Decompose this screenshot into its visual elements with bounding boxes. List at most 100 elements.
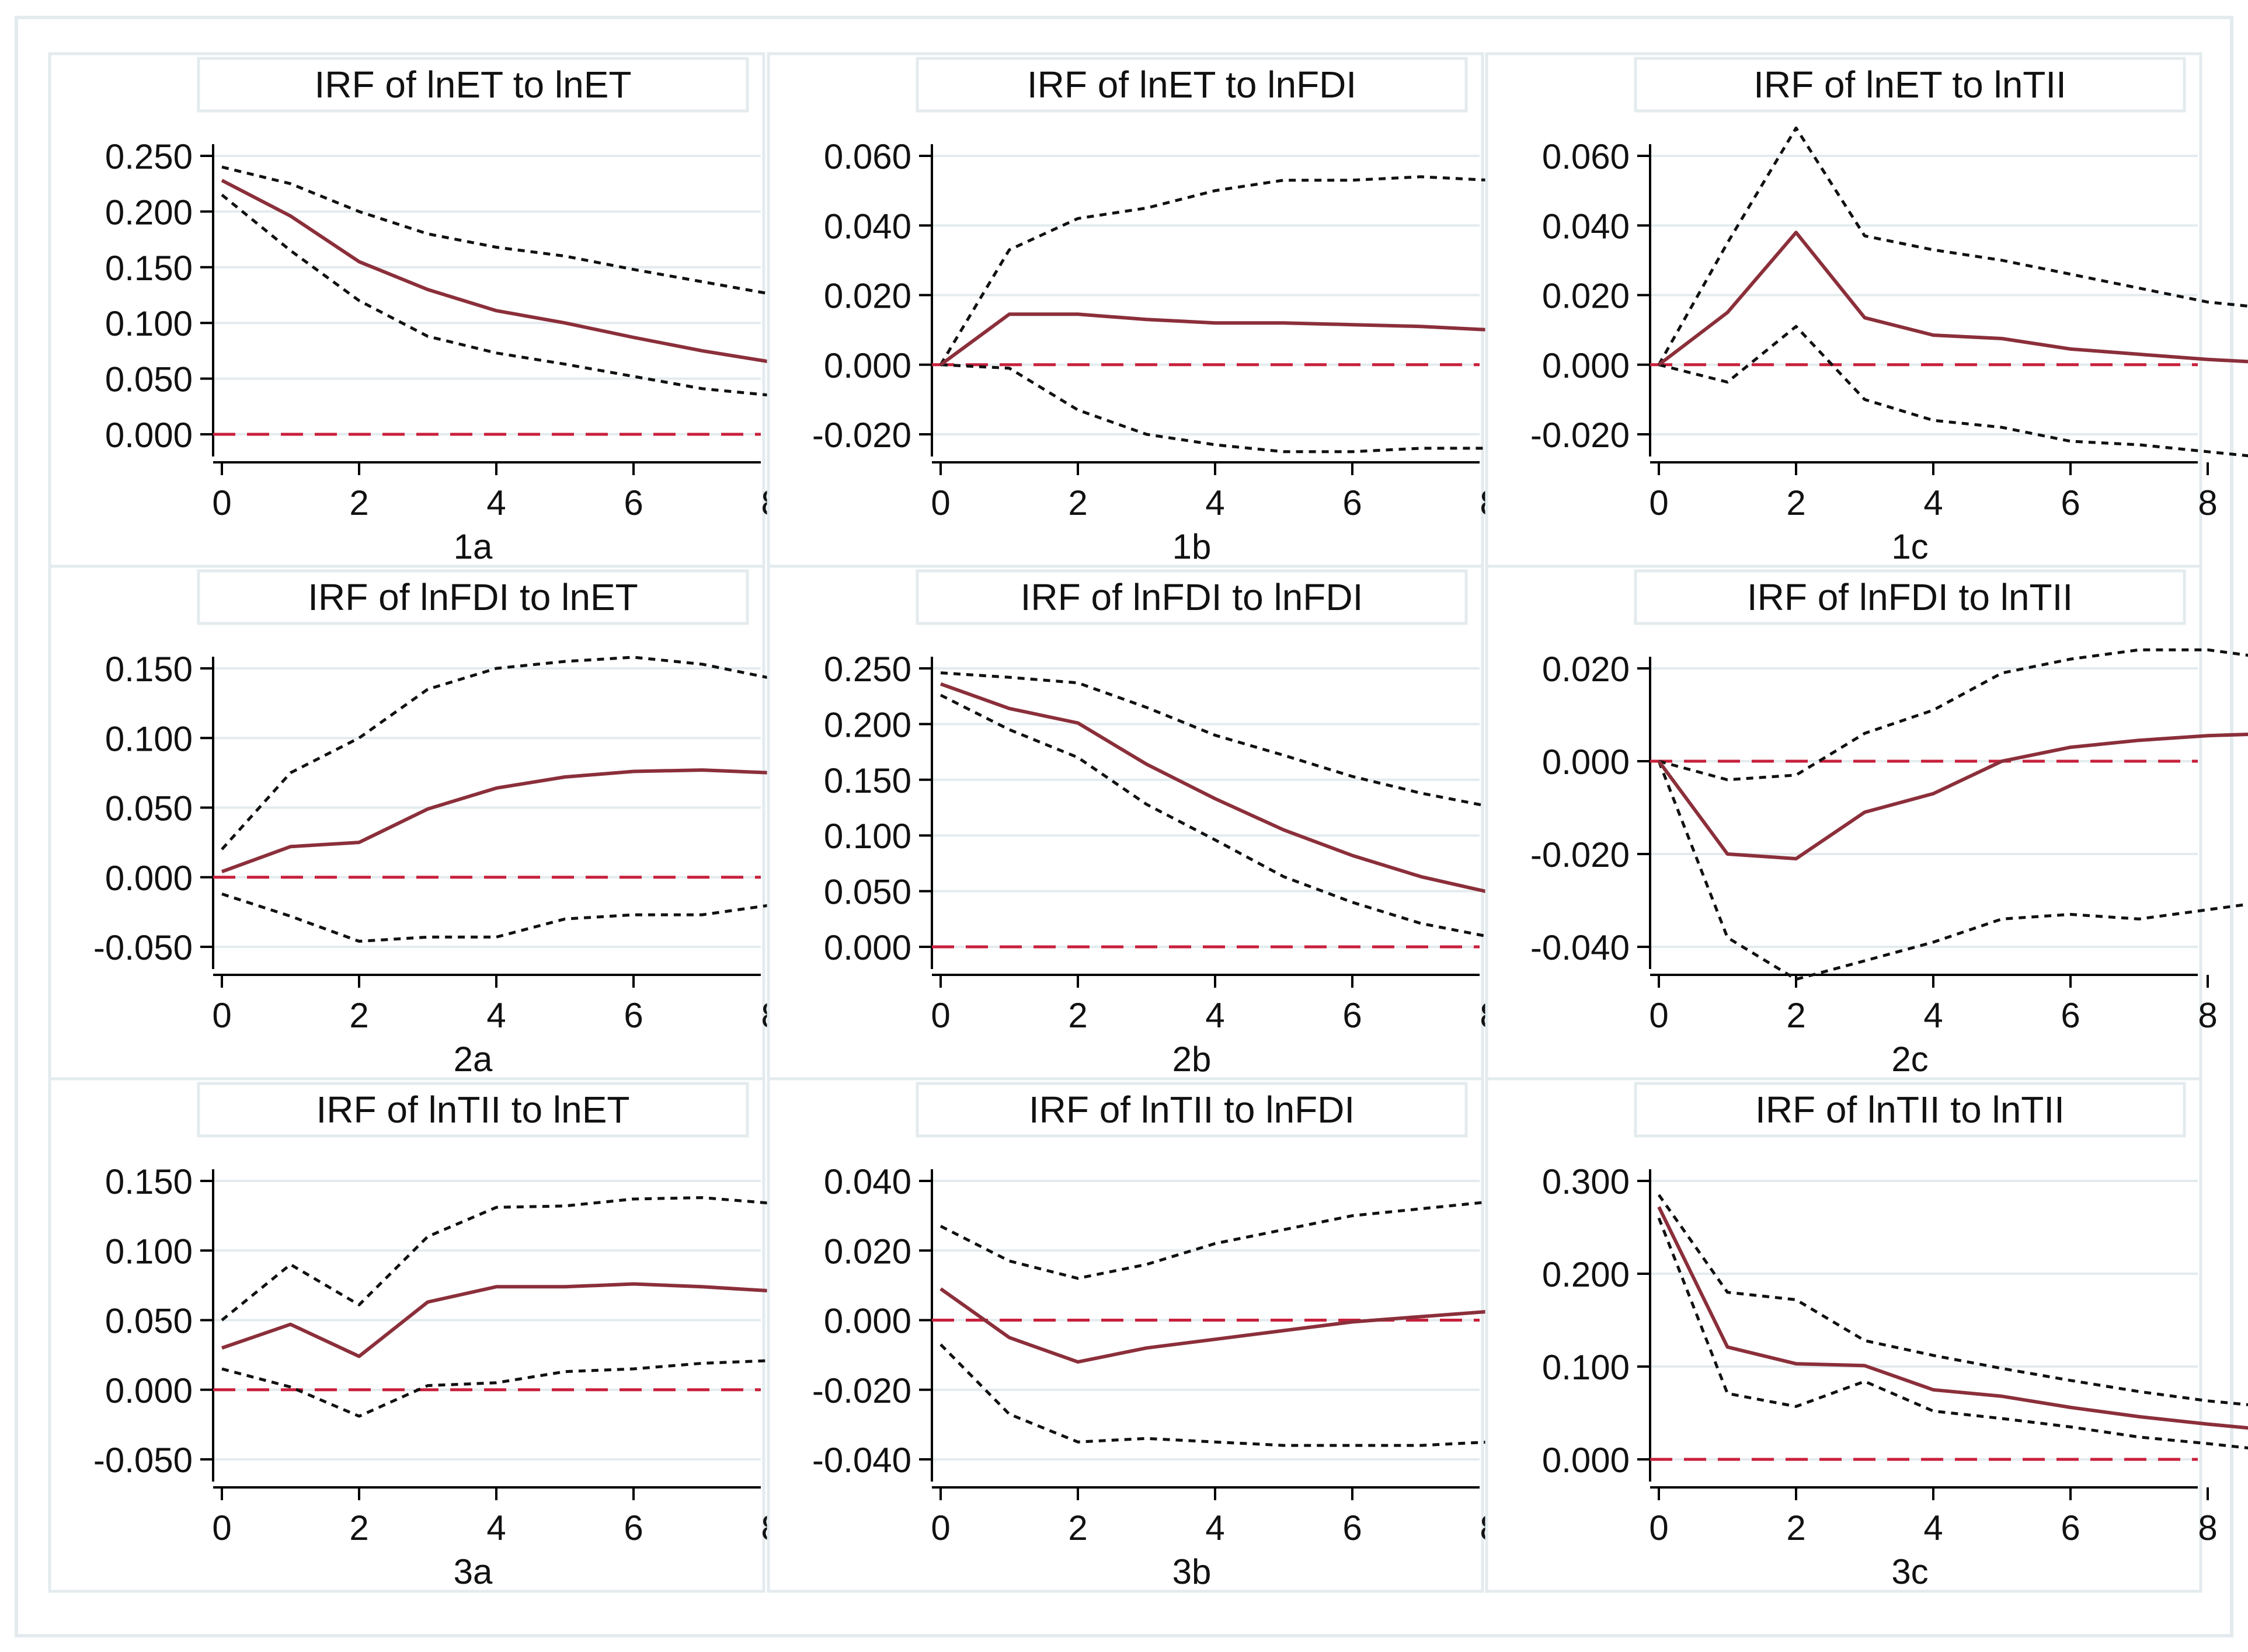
x-tick-label: 4 <box>1923 1508 1943 1548</box>
ci-lower-line <box>1658 325 2248 458</box>
x-tick-label: 6 <box>624 1508 643 1548</box>
y-tick-label: 0.000 <box>824 346 911 385</box>
panel-title: IRF of lnTII to lnFDI <box>1029 1089 1355 1131</box>
ci-upper-line <box>221 165 909 313</box>
panel-title-box <box>916 57 1468 113</box>
y-tick-label: 0.100 <box>105 304 193 343</box>
y-tick-label: 0.000 <box>824 928 911 967</box>
panel-title: IRF of lnFDI to lnET <box>308 576 638 618</box>
x-tick-label: 6 <box>624 483 643 522</box>
y-tick-label: 0.000 <box>1542 346 1630 385</box>
x-tick-label: 4 <box>1205 996 1224 1035</box>
panel-label: 1c <box>1891 527 1928 566</box>
ci-lower-line <box>1657 1217 2248 1449</box>
panel-frame <box>767 564 1484 1081</box>
x-tick-label: 0 <box>931 1508 950 1548</box>
panel-frame <box>767 1077 1484 1593</box>
panel-frame <box>48 52 765 568</box>
panel-label: 2a <box>454 1040 493 1079</box>
y-tick-label: 0.000 <box>105 416 193 455</box>
panel-grid: IRF of lnET to lnET 0.000 0.050 0.100 0.150 0… <box>48 52 2248 1593</box>
panel-title: IRF of lnFDI to lnFDI <box>1021 576 1363 618</box>
y-tick-label: 0.300 <box>1542 1162 1630 1201</box>
x-tick-label: 0 <box>212 1508 231 1548</box>
figure-outer-frame <box>15 16 2233 1637</box>
y-tick-label: 0.150 <box>824 761 911 800</box>
y-tick-label: -0.020 <box>812 416 911 455</box>
y-tick-label: 0.150 <box>105 650 193 689</box>
y-tick-label: 0.250 <box>824 650 911 689</box>
y-tick-label: 0.200 <box>105 193 193 232</box>
panel-title: IRF of lnTII to lnTII <box>1755 1089 2065 1131</box>
panel-title-box <box>916 1082 1468 1138</box>
x-tick-label: 0 <box>931 483 950 522</box>
y-tick-label: 0.250 <box>105 137 193 176</box>
panel-title-box <box>1634 569 2186 625</box>
x-tick-label: 2 <box>1068 996 1087 1035</box>
panel-title-box <box>197 57 749 113</box>
panel-title-box <box>197 1082 749 1138</box>
y-tick-label: 0.020 <box>1542 650 1630 689</box>
x-tick-label: 0 <box>1649 1508 1668 1548</box>
irf-line <box>1657 732 2248 860</box>
panel-label: 3c <box>1891 1552 1928 1591</box>
panel-title-box <box>1634 57 2186 113</box>
y-tick-label: -0.050 <box>93 1441 193 1480</box>
panel-title: IRF of lnET to lnTII <box>1753 64 2066 106</box>
panel-frame <box>1485 52 2202 568</box>
panel-label: 3b <box>1172 1552 1212 1591</box>
y-tick-label: -0.020 <box>1530 416 1630 455</box>
ci-upper-line <box>1657 126 2248 366</box>
x-tick-label: 8 <box>2198 1508 2217 1548</box>
x-tick-label: 4 <box>1205 483 1224 522</box>
panel-title-box <box>1634 1082 2186 1138</box>
panel-2c: IRF of lnFDI to lnTII -0.040 -0.020 0.000 0.… <box>1485 564 2248 1081</box>
x-tick-label: 6 <box>2061 1508 2080 1548</box>
x-tick-label: 6 <box>2061 483 2080 522</box>
x-tick-label: 6 <box>1342 1508 1362 1548</box>
irf-line <box>1657 1206 2248 1430</box>
panel-frame <box>1485 564 2202 1081</box>
y-tick-label: 0.150 <box>105 1162 193 1201</box>
ci-lower-line <box>221 1356 909 1418</box>
panel-title: IRF of lnET to lnFDI <box>1027 64 1356 106</box>
x-tick-label: 2 <box>349 1508 368 1548</box>
y-tick-label: -0.050 <box>93 928 193 967</box>
y-tick-label: 0.040 <box>824 207 911 246</box>
y-tick-label: 0.060 <box>824 137 911 176</box>
x-tick-label: 2 <box>1786 996 1805 1035</box>
y-tick-label: 0.100 <box>1542 1348 1630 1387</box>
y-tick-label: 0.100 <box>105 719 193 758</box>
x-tick-label: 6 <box>2061 996 2080 1035</box>
panel-3c: IRF of lnTII to lnTII 0.000 0.100 0.200 0.30… <box>1485 1077 2248 1593</box>
x-tick-label: 2 <box>1786 1508 1805 1548</box>
y-tick-label: 0.200 <box>824 705 911 744</box>
x-tick-label: 0 <box>212 996 231 1035</box>
x-tick-label: 0 <box>1649 996 1668 1035</box>
panel-title-box <box>197 569 749 625</box>
y-tick-label: 0.100 <box>105 1232 193 1271</box>
x-tick-label: 4 <box>1923 996 1943 1035</box>
panel-2b: IRF of lnFDI to lnFDI 0.000 0.050 0.100 0.15… <box>767 564 1646 1081</box>
x-tick-label: 6 <box>1342 483 1362 522</box>
panel-frame <box>48 564 765 1081</box>
panel-label: 2c <box>1891 1040 1928 1079</box>
panel-title-box <box>916 569 1468 625</box>
y-tick-label: 0.150 <box>105 249 193 288</box>
x-tick-label: 6 <box>1342 996 1362 1035</box>
panel-3b: IRF of lnTII to lnFDI -0.040 -0.020 0.000 0.… <box>767 1077 1646 1593</box>
panel-title: IRF of lnET to lnET <box>315 64 632 106</box>
y-tick-label: -0.020 <box>1530 835 1630 874</box>
panel-3a: IRF of lnTII to lnET -0.050 0.000 0.050 0.10… <box>48 1077 927 1593</box>
panel-label: 3a <box>454 1552 493 1591</box>
x-tick-label: 4 <box>486 1508 506 1548</box>
ci-lower-line <box>940 363 1627 457</box>
y-tick-label: 0.060 <box>1542 137 1630 176</box>
y-tick-label: 0.000 <box>1542 1441 1630 1480</box>
y-tick-label: 0.000 <box>105 859 193 898</box>
x-tick-label: 6 <box>624 996 643 1035</box>
ci-upper-line <box>1658 648 2248 782</box>
panel-1a: IRF of lnET to lnET 0.000 0.050 0.100 0.150 0… <box>48 52 927 568</box>
panel-frame <box>48 1077 765 1593</box>
